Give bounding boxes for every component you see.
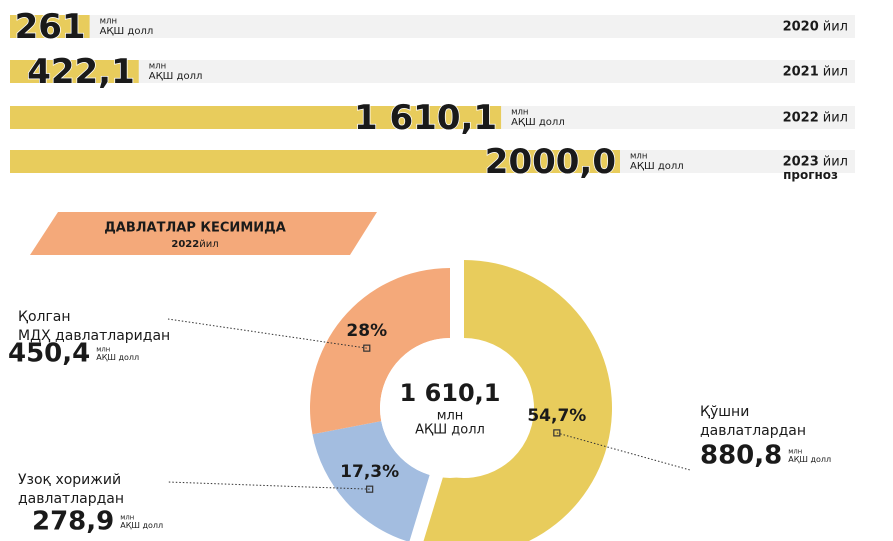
year-suffix: йил [823,64,848,79]
percent-label: 28% [346,321,387,341]
percent-label: 54,7% [527,406,586,426]
banner-subtitle: 2022йил [171,239,218,250]
leader-line [167,481,370,490]
segment-name: Узоқ хорижий [18,472,121,488]
center-value: 1 610,1 [400,379,501,407]
bar-value-label: 422,1 [27,52,135,92]
banner [30,212,377,255]
bar-track [10,60,855,83]
unit-line: млн [788,448,802,456]
bar-value-label: 261 [15,7,86,47]
year-suffix: йил [823,110,848,125]
percent-label: 17,3% [340,462,399,482]
year: 2021 [783,64,819,79]
bar [10,15,90,38]
unit-line: АҚШ долл [96,353,139,362]
year: 2020 [783,19,819,34]
unit-line: АҚШ долл [511,117,565,128]
year-label: 2021 йил [783,64,848,79]
subtitle-year: 2022 [171,239,199,250]
segment-name: Қўшни [700,404,749,420]
banner-title: ДАВЛАТЛАР КЕСИМИДА [104,221,286,236]
unit-line: АҚШ долл [788,455,831,464]
amount-label: 278,9 [32,507,114,537]
segment-name: Қолган [18,309,71,325]
donut-hole [380,338,520,478]
segment-name: давлатлардан [700,423,806,439]
center-unit: АҚШ долл [415,423,485,438]
year-suffix: йил [823,19,848,34]
donut-segment [312,421,430,541]
unit-line: млн [511,108,528,118]
unit-line: млн [120,514,134,522]
unit-line: млн [100,17,117,27]
bar [10,150,620,173]
unit-line: млн [630,152,647,162]
unit-line: АҚШ долл [149,71,203,82]
marker [366,485,374,493]
amount-label: 450,4 [8,339,90,369]
unit-line: АҚШ долл [100,26,154,37]
unit-line: АҚШ долл [120,521,163,530]
marker [553,429,561,437]
center-unit: млн [437,409,464,424]
unit-line: млн [96,346,110,354]
bar-track [10,15,855,38]
annotation: прогноз [783,168,838,182]
year-label: 2020 йил [783,19,848,34]
year-suffix: йил [823,154,848,169]
unit-line: АҚШ долл [630,161,684,172]
year-label: 2023 йил [783,154,848,169]
donut-segment [310,268,450,435]
year-label: 2022 йил [783,110,848,125]
year: 2023 [783,154,819,169]
year: 2022 [783,110,819,125]
bar-value-label: 2000,0 [485,142,616,182]
bar [10,106,502,129]
bar [10,60,139,83]
donut-segment [423,260,612,541]
segment-name: давлатлардан [18,491,124,507]
segment-name: МДҲ давлатларидан [18,328,170,344]
bar-value-label: 1 610,1 [354,98,497,138]
marker [363,344,371,352]
subtitle-suffix: йил [199,239,218,250]
unit-line: млн [149,62,166,72]
amount-label: 880,8 [700,441,782,471]
